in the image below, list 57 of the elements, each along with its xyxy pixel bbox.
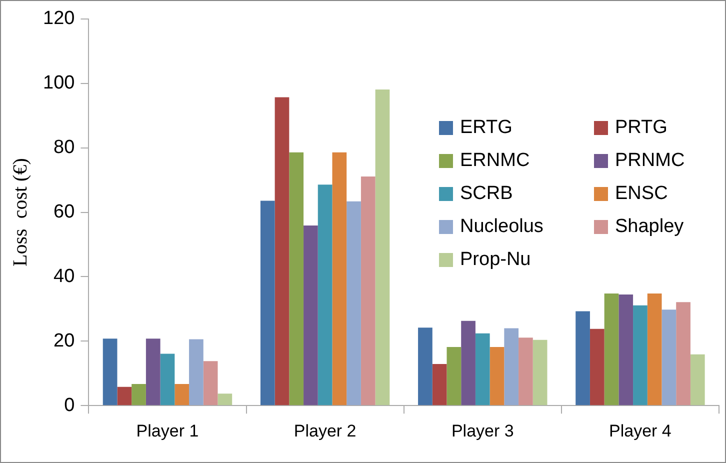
y-tick-label: 20 xyxy=(54,330,75,352)
y-tick-label: 100 xyxy=(43,72,75,94)
bar xyxy=(490,346,504,406)
bar xyxy=(274,97,290,406)
legend-label: PRTG xyxy=(615,116,668,140)
x-tick-label: Player 2 xyxy=(294,421,356,440)
bar xyxy=(132,384,146,406)
bar xyxy=(218,394,232,406)
bar xyxy=(604,293,619,406)
bar xyxy=(590,328,604,406)
bar xyxy=(532,340,548,406)
bar xyxy=(676,302,690,406)
y-tick-label: 0 xyxy=(64,394,75,416)
legend-label: ENSC xyxy=(615,182,668,206)
bar xyxy=(504,328,519,406)
bar xyxy=(346,201,361,406)
bar xyxy=(318,184,332,406)
legend-label: Prop-Nu xyxy=(460,248,531,272)
legend-label: PRNMC xyxy=(615,149,685,173)
bar xyxy=(375,90,390,406)
bar xyxy=(576,311,590,406)
bar xyxy=(633,305,648,406)
bar xyxy=(332,152,347,406)
bar xyxy=(189,339,204,406)
bar xyxy=(432,364,447,406)
bar xyxy=(360,176,376,406)
bar xyxy=(102,338,118,406)
bar xyxy=(203,361,218,406)
bar xyxy=(690,354,705,406)
legend-label: Shapley xyxy=(615,215,684,239)
bar xyxy=(446,346,462,406)
y-tick-label: 40 xyxy=(54,266,75,287)
bar xyxy=(647,293,662,406)
bar xyxy=(289,152,304,406)
x-tick-label: Player 1 xyxy=(136,421,199,440)
y-tick-label: 80 xyxy=(54,137,75,158)
bar xyxy=(461,320,476,406)
x-tick-label: Player 4 xyxy=(609,421,672,440)
bar xyxy=(304,226,318,406)
x-tick-label: Player 3 xyxy=(451,421,514,440)
legend-label: ERTG xyxy=(460,116,512,140)
bar xyxy=(662,310,676,406)
bar xyxy=(160,354,175,406)
bar xyxy=(475,333,490,406)
bar xyxy=(174,384,190,406)
bar xyxy=(418,328,432,406)
legend-label: SCRB xyxy=(460,182,513,206)
bar xyxy=(260,200,275,406)
y-tick-label: 120 xyxy=(43,8,75,30)
legend-label: ERNMC xyxy=(460,149,530,173)
bar xyxy=(618,294,634,406)
bar xyxy=(518,338,533,406)
bar xyxy=(146,338,160,406)
y-tick-label: 60 xyxy=(54,202,75,223)
bar xyxy=(117,386,132,406)
legend-label: Nucleolus xyxy=(460,215,544,239)
y-axis-title: Loss cost (€) xyxy=(9,158,32,266)
